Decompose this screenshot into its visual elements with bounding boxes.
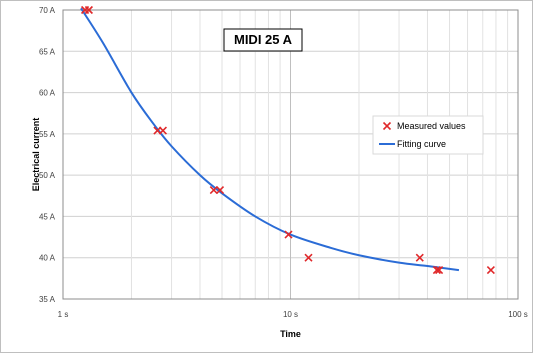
legend-box — [372, 115, 484, 155]
legend: Measured values Fitting curve — [372, 115, 484, 155]
y-tick-label: 50 A — [39, 171, 56, 180]
y-tick-label: 60 A — [39, 89, 56, 98]
chart-title-box: MIDI 25 A — [223, 28, 303, 52]
y-tick-label: 65 A — [39, 47, 56, 56]
legend-label-measured: Measured values — [397, 121, 466, 131]
plot-area-border — [62, 9, 519, 300]
tick-labels: 70 A 65 A 60 A 55 A 50 A 45 A 40 A 35 A1 s 10 s 1… — [39, 6, 528, 319]
measured-value-point — [415, 253, 424, 262]
legend-marker-measured — [382, 121, 392, 131]
legend-items: Measured values Fitting curve — [379, 121, 466, 149]
measured-value-point — [84, 5, 93, 15]
y-tick-label: 35 A — [39, 295, 56, 304]
measured-value-point — [158, 126, 168, 135]
measured-value-point — [215, 185, 225, 195]
fitting-curve-line — [80, 7, 460, 272]
measured-value-point — [209, 185, 218, 195]
chart-title: MIDI 25 A — [234, 32, 293, 47]
y-tick-label: 70 A — [39, 6, 56, 15]
measured-value-point — [304, 253, 313, 262]
y-tick-label: 45 A — [39, 212, 56, 221]
series-layer — [80, 5, 495, 275]
chart-title-border — [223, 28, 303, 52]
measured-value-point — [432, 266, 441, 275]
legend-label-fitting: Fitting curve — [397, 139, 446, 149]
measured-value-point — [435, 266, 444, 275]
x-axis-title: Time — [280, 329, 301, 339]
y-axis-title: Electrical current — [31, 118, 41, 192]
x-tick-label: 100 s — [508, 310, 528, 319]
grid-layer — [62, 9, 519, 300]
y-tick-label: 40 A — [39, 254, 56, 263]
x-tick-label: 1 s — [58, 310, 69, 319]
y-tick-label: 55 A — [39, 130, 56, 139]
x-tick-label: 10 s — [283, 310, 298, 319]
measured-value-point — [486, 266, 495, 275]
measured-value-point — [284, 230, 293, 239]
